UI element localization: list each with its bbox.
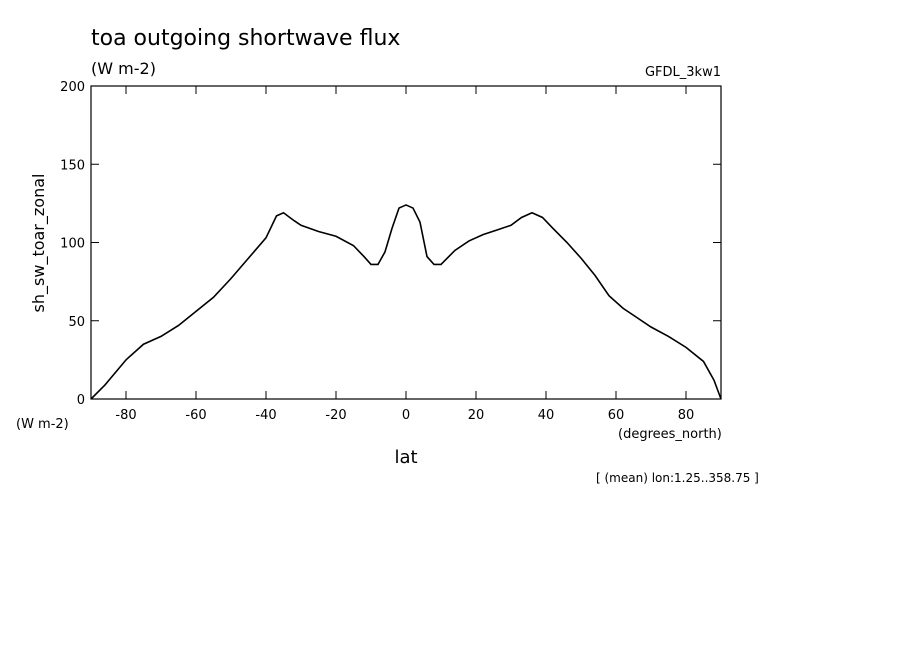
y-axis-title: sh_sw_toar_zonal [29, 174, 49, 313]
y-tick-label: 150 [60, 158, 85, 173]
annotation: [ (mean) lon:1.25..358.75 ] [596, 471, 759, 485]
x-tick-label: 20 [468, 408, 485, 423]
x-tick-label: 80 [678, 408, 695, 423]
subtitle: (W m-2) [91, 59, 156, 78]
y-units: (W m-2) [16, 417, 69, 432]
y-tick-label: 0 [77, 393, 85, 408]
dataset-label: GFDL_3kw1 [645, 65, 721, 80]
x-units: (degrees_north) [618, 427, 722, 442]
plot-frame [90, 85, 722, 400]
x-tick-label: 60 [608, 408, 625, 423]
y-tick-label: 200 [60, 80, 85, 95]
x-tick-label: -60 [185, 408, 206, 423]
x-axis-title: lat [394, 447, 417, 468]
y-tick-label: 50 [68, 315, 85, 330]
x-tick-label: -40 [255, 408, 276, 423]
x-tick-label: 40 [538, 408, 555, 423]
data-line [90, 204, 722, 400]
x-tick-label: -20 [325, 408, 346, 423]
chart-title: toa outgoing shortwave flux [91, 26, 400, 51]
y-tick-label: 100 [60, 237, 85, 252]
x-tick-label: -80 [115, 408, 136, 423]
x-tick-label: 0 [402, 408, 410, 423]
